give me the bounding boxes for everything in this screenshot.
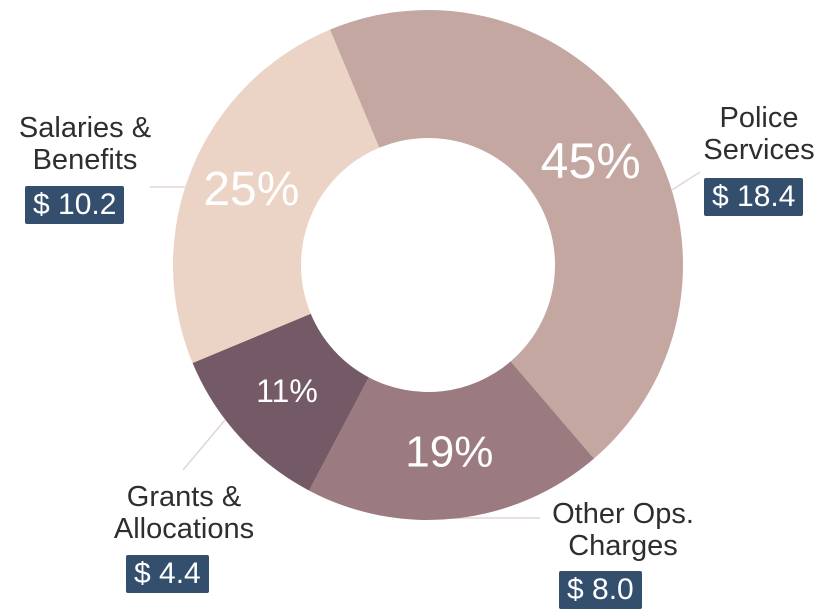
leader-line <box>671 171 701 191</box>
leader-line <box>182 419 226 471</box>
category-label: Other Ops. Charges <box>552 498 694 562</box>
percent-label: 19% <box>405 427 493 476</box>
slice <box>309 361 594 520</box>
category-label: Grants & Allocations <box>113 481 255 545</box>
slice <box>173 29 380 363</box>
percent-label: 25% <box>203 163 299 216</box>
amount-badge: $ 8.0 <box>559 571 642 609</box>
slice <box>330 9 684 459</box>
amount-badge: $ 10.2 <box>25 186 125 224</box>
percent-label: 11% <box>256 373 318 409</box>
percent-label: 45% <box>541 133 641 189</box>
amount-badge: $ 4.4 <box>126 555 209 593</box>
category-label: Police Services <box>703 102 815 166</box>
amount-badge: $ 18.4 <box>704 178 804 216</box>
category-label: Salaries & Benefits <box>18 112 152 176</box>
slice <box>192 313 369 491</box>
